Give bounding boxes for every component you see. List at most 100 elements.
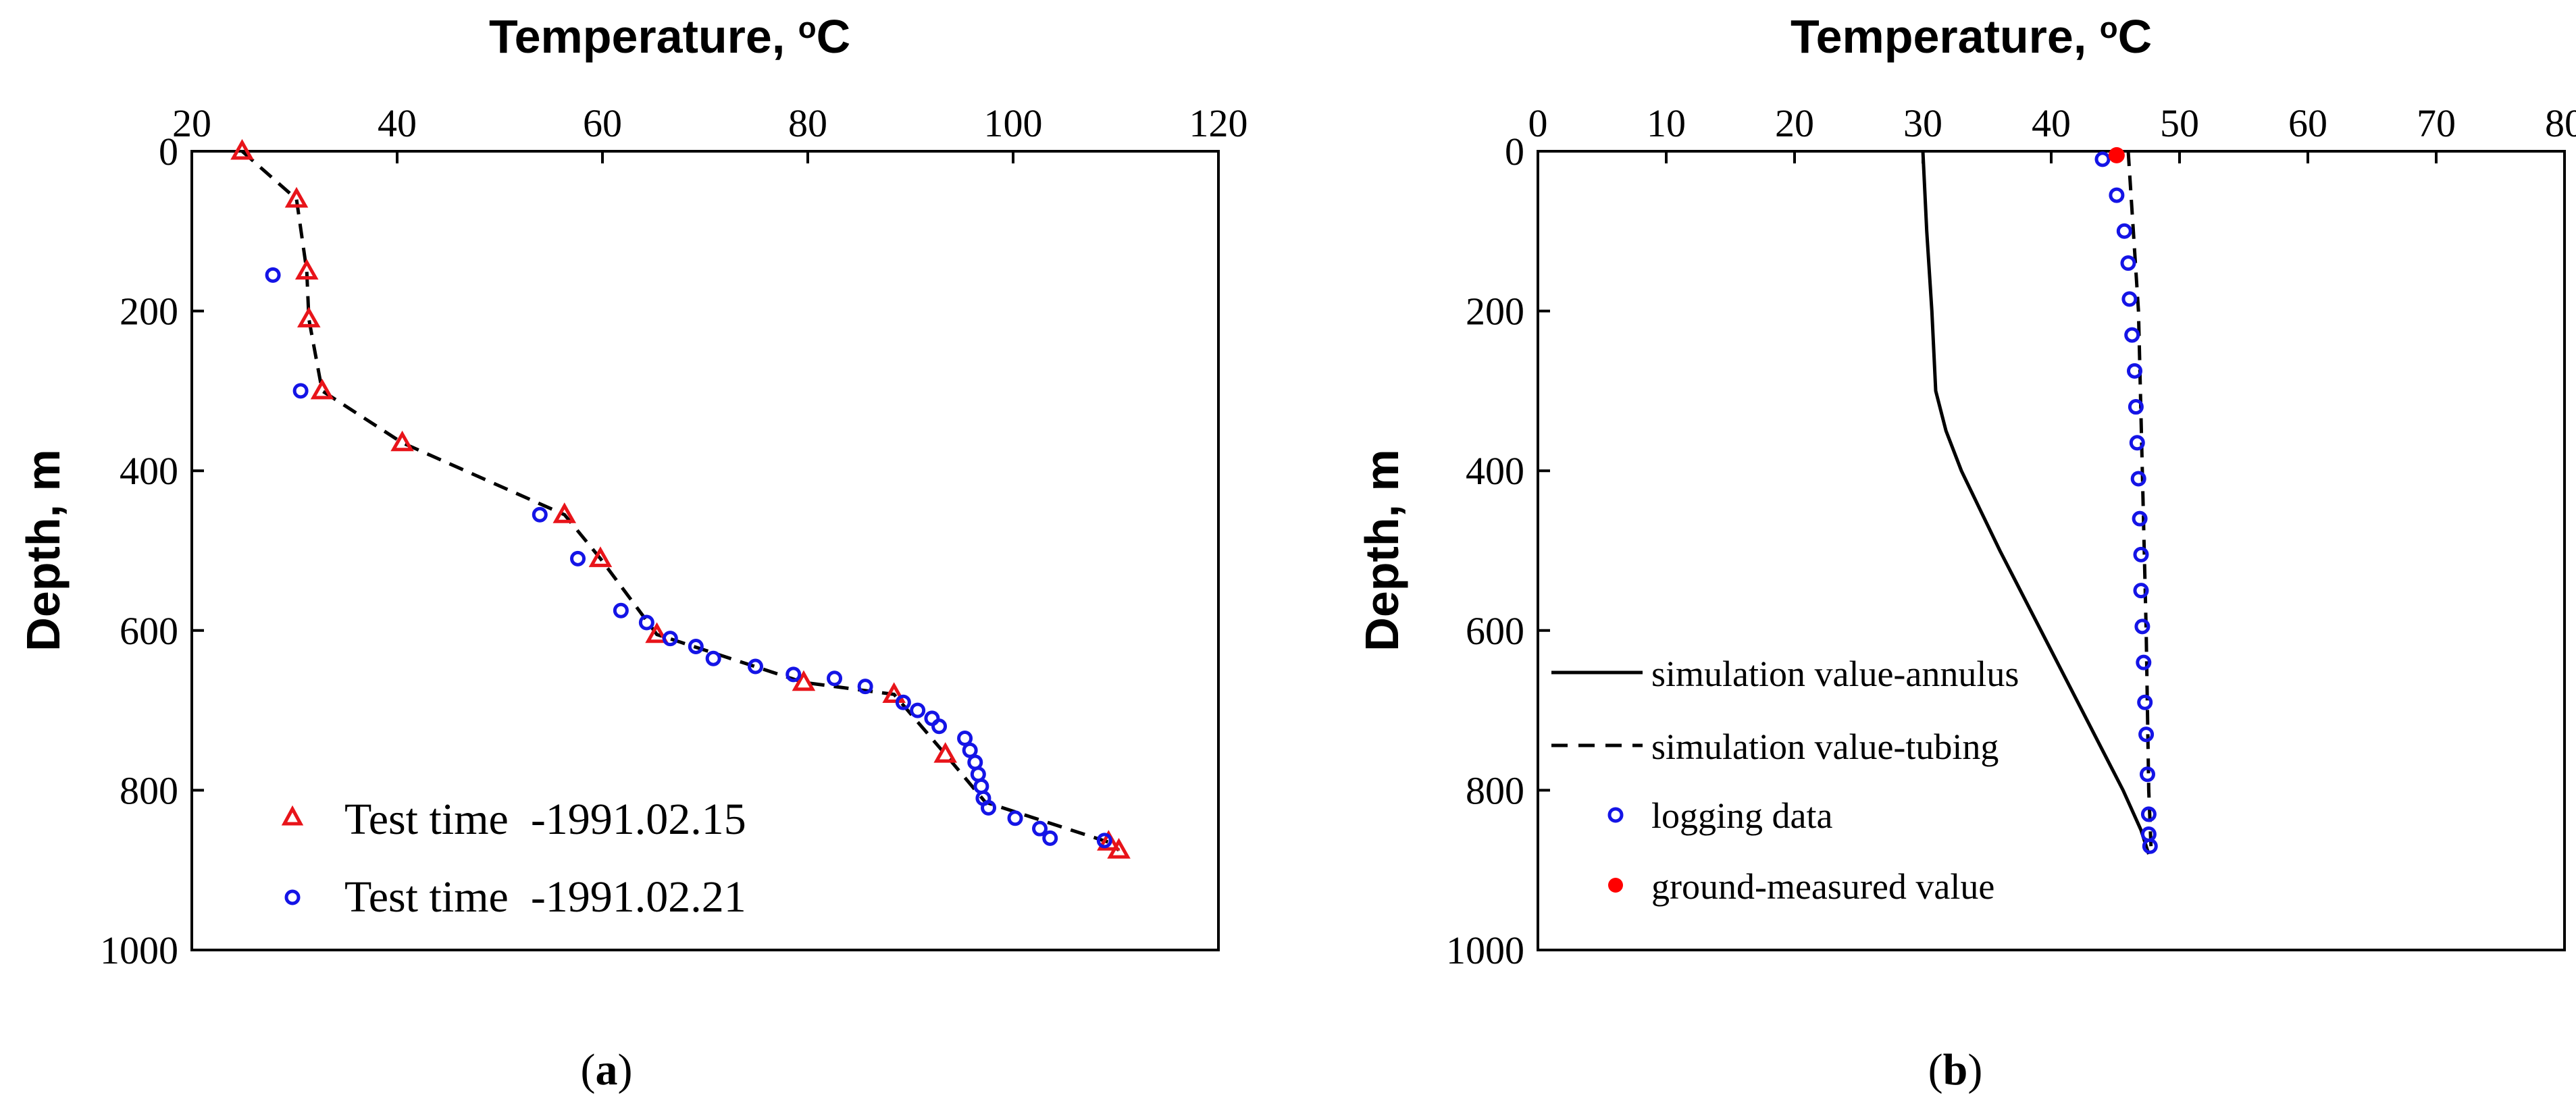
- x-tick-label-b-3: 30: [1903, 101, 1942, 145]
- y-tick-label-b-2: 400: [1466, 449, 1524, 493]
- point-b-2-2: [2116, 223, 2132, 239]
- legend-label-b-1: simulation value-tubing: [1651, 727, 1999, 767]
- point-a-1-23: [981, 799, 997, 816]
- point-a-1-3: [570, 550, 586, 566]
- point-a-0-3: [297, 307, 321, 327]
- point-a-0-2: [294, 259, 319, 280]
- legend-a: Test time -1991.02.15 Test time -1991.02…: [281, 795, 746, 922]
- point-a-1-2: [532, 506, 548, 523]
- legend-marker-b-2: [1607, 807, 1624, 823]
- point-a-1-19: [967, 754, 983, 770]
- point-a-1-21: [973, 778, 989, 794]
- point-b-2-7: [2128, 399, 2144, 415]
- x-axis-title-a-text: Temperature,: [489, 10, 798, 63]
- point-b-2-17: [2140, 766, 2155, 783]
- y-tick-label-a-4: 800: [120, 768, 178, 812]
- point-a-1-24: [1007, 810, 1023, 826]
- x-tick-label-b-7: 70: [2417, 101, 2456, 145]
- point-a-0-1: [284, 186, 309, 208]
- point-b-2-14: [2136, 654, 2152, 670]
- marks-a: [230, 138, 1131, 859]
- x-axis-title-b-text: Temperature,: [1791, 10, 2100, 63]
- point-a-1-14: [910, 702, 926, 718]
- point-a-1-5: [638, 614, 654, 631]
- point-a-1-13: [895, 694, 911, 710]
- x-tick-label-b-0: 0: [1528, 101, 1548, 145]
- y-tick-label-b-1: 200: [1466, 290, 1524, 334]
- x-tick-label-b-4: 40: [2032, 101, 2071, 145]
- point-b-2-11: [2133, 546, 2149, 562]
- point-b-2-9: [2130, 471, 2146, 487]
- point-a-1-25: [1032, 820, 1048, 837]
- y-tick-label-a-3: 600: [120, 609, 178, 653]
- point-a-1-0: [265, 267, 281, 283]
- point-a-1-11: [827, 670, 843, 687]
- point-b-2-15: [2137, 694, 2153, 710]
- x-axis-unit-sup-b: o: [2100, 11, 2118, 45]
- legend-label-a-0: Test time -1991.02.15: [344, 795, 746, 844]
- legend-marker-b-3: [1608, 878, 1623, 893]
- x-tick-label-b-6: 60: [2288, 101, 2327, 145]
- x-axis-title-b: Temperature, oC: [1791, 10, 2152, 63]
- x-tick-label-b-5: 50: [2160, 101, 2199, 145]
- y-tick-label-b-3: 600: [1466, 609, 1524, 653]
- point-b-2-4: [2121, 291, 2138, 307]
- x-axis-unit-a: C: [817, 10, 851, 63]
- point-b-2-20: [2142, 838, 2158, 854]
- panel-label-b: (b): [1928, 1045, 1983, 1094]
- point-b-2-5: [2124, 327, 2140, 343]
- x-tick-label-b-8: 80: [2545, 101, 2576, 145]
- point-a-0-11: [933, 742, 957, 763]
- point-a-1-8: [705, 650, 721, 666]
- point-a-1-4: [613, 602, 629, 618]
- x-tick-label-a-2: 60: [583, 101, 622, 145]
- y-axis-title-b: Depth, m: [1356, 449, 1408, 651]
- point-a-1-10: [785, 666, 802, 683]
- point-a-0-6: [552, 502, 577, 523]
- point-a-1-18: [962, 742, 978, 758]
- point-b-2-16: [2138, 727, 2155, 743]
- x-axis-unit-sup-a: o: [798, 11, 817, 45]
- point-a-1-17: [957, 731, 973, 747]
- point-b-2-19: [2140, 826, 2157, 842]
- y-tick-label-b-0: 0: [1505, 130, 1524, 174]
- point-b-2-12: [2133, 583, 2149, 599]
- y-tick-label-a-1: 200: [120, 290, 178, 334]
- point-a-1-6: [662, 631, 678, 647]
- point-b-2-10: [2132, 510, 2148, 527]
- legend-marker-a-1: [284, 889, 301, 905]
- series-line-b-0: [1921, 151, 2150, 855]
- x-tick-label-a-0: 20: [172, 101, 211, 145]
- legend-label-b-3: ground-measured value: [1651, 866, 1994, 907]
- y-axis-title-a: Depth, m: [17, 449, 70, 651]
- point-b-2-6: [2127, 363, 2142, 379]
- point-a-0-9: [792, 670, 816, 691]
- legend-label-b-0: simulation value-annulus: [1651, 654, 2019, 694]
- x-axis-unit-b: C: [2118, 10, 2153, 63]
- x-tick-label-b-1: 10: [1647, 101, 1686, 145]
- x-tick-label-a-5: 120: [1189, 101, 1248, 145]
- panel-label-b-letter: b: [1943, 1045, 1968, 1094]
- y-tick-label-a-2: 400: [120, 449, 178, 493]
- legend-label-b-2: logging data: [1651, 795, 1832, 836]
- x-axis-title-a: Temperature, oC: [489, 10, 850, 63]
- point-a-1-27: [1096, 833, 1112, 849]
- point-a-0-8: [645, 622, 669, 643]
- point-a-0-5: [390, 430, 414, 452]
- point-b-2-13: [2134, 618, 2150, 635]
- y-tick-label-b-5: 1000: [1446, 928, 1524, 972]
- y-tick-label-a-5: 1000: [100, 928, 178, 972]
- y-tick-label-b-4: 800: [1466, 768, 1524, 812]
- point-a-0-12: [1097, 830, 1120, 851]
- axis-ticks-a: 20 40 60 80 100 120 0 200 400 600 800 1000: [100, 101, 1248, 972]
- point-a-0-13: [1107, 838, 1131, 859]
- point-a-0-4: [310, 378, 334, 400]
- point-a-1-26: [1042, 830, 1058, 846]
- legend-b: simulation value-annulus simulation valu…: [1551, 654, 2019, 907]
- x-tick-label-a-4: 100: [984, 101, 1043, 145]
- point-a-0-7: [588, 546, 613, 567]
- marks-b: [1921, 147, 2158, 855]
- point-a-1-7: [688, 638, 704, 654]
- x-tick-label-b-2: 20: [1775, 101, 1814, 145]
